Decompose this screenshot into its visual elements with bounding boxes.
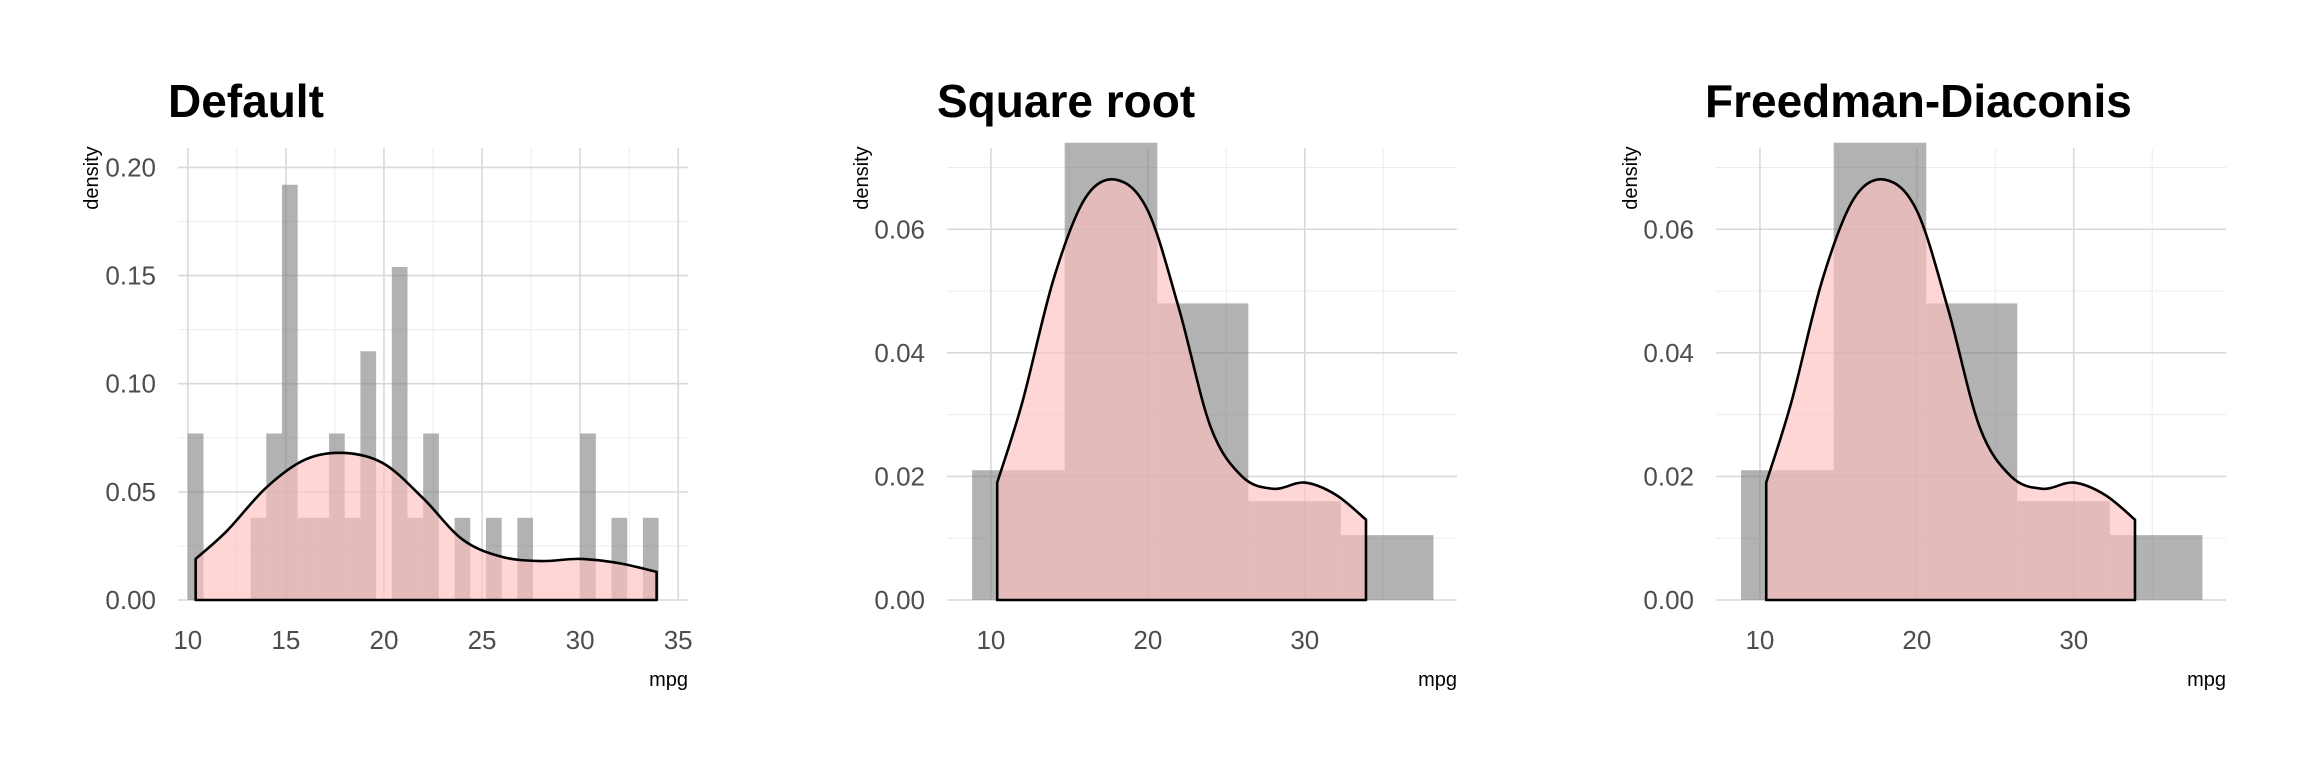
y-axis-label: density — [851, 146, 873, 209]
x-axis-label: mpg — [1418, 669, 1457, 691]
x-tick-label: 35 — [664, 625, 693, 655]
y-tick-label: 0.04 — [874, 338, 925, 368]
y-axis-label: density — [81, 146, 103, 209]
y-tick-label: 0.20 — [105, 152, 156, 182]
x-axis-ticks: 10 15 20 25 30 35 — [173, 625, 692, 655]
density-layer — [194, 451, 658, 602]
panel-title: Default — [168, 75, 324, 127]
panel-default: Default 0.00 0.05 0.10 0.15 0.20 10 15 20 25 30 3… — [81, 75, 693, 691]
density-curve — [194, 451, 658, 602]
y-tick-label: 0.05 — [105, 477, 156, 507]
x-tick-label: 15 — [271, 625, 300, 655]
x-tick-label: 20 — [1133, 625, 1162, 655]
y-axis-ticks: 0.00 0.02 0.04 0.06 — [1643, 214, 1694, 615]
x-tick-label: 10 — [976, 625, 1005, 655]
y-tick-label: 0.02 — [874, 461, 925, 491]
x-axis-ticks: 10 20 30 — [1745, 625, 2088, 655]
y-tick-label: 0.06 — [1643, 214, 1694, 244]
x-tick-label: 20 — [1902, 625, 1931, 655]
y-tick-label: 0.10 — [105, 369, 156, 399]
y-tick-label: 0.06 — [874, 214, 925, 244]
x-tick-label: 10 — [173, 625, 202, 655]
x-tick-label: 25 — [468, 625, 497, 655]
x-tick-label: 10 — [1745, 625, 1774, 655]
density-layer — [995, 178, 1368, 602]
y-tick-label: 0.00 — [874, 585, 925, 615]
panel-square-root: Square root 0.00 0.02 0.04 0.06 10 20 30 dens… — [851, 75, 1457, 691]
x-axis-label: mpg — [649, 669, 688, 691]
y-tick-label: 0.02 — [1643, 461, 1694, 491]
y-tick-label: 0.04 — [1643, 338, 1694, 368]
panel-title: Square root — [937, 75, 1195, 127]
y-axis-label: density — [1620, 146, 1642, 209]
x-axis-ticks: 10 20 30 — [976, 625, 1319, 655]
y-tick-label: 0.15 — [105, 261, 156, 291]
panel-title: Freedman-Diaconis — [1705, 75, 2132, 127]
density-area — [997, 179, 1366, 600]
x-tick-label: 30 — [1290, 625, 1319, 655]
y-axis-ticks: 0.00 0.05 0.10 0.15 0.20 — [105, 152, 156, 615]
y-axis-ticks: 0.00 0.02 0.04 0.06 — [874, 214, 925, 615]
density-layer — [1764, 178, 2137, 602]
y-tick-label: 0.00 — [105, 585, 156, 615]
x-tick-label: 30 — [2059, 625, 2088, 655]
density-area — [1766, 179, 2135, 600]
x-axis-label: mpg — [2187, 669, 2226, 691]
x-tick-label: 20 — [370, 625, 399, 655]
density-area — [195, 452, 657, 600]
x-tick-label: 30 — [566, 625, 595, 655]
panel-freedman-diaconis: Freedman-Diaconis 0.00 0.02 0.04 0.06 10 20 3… — [1620, 75, 2226, 691]
y-tick-label: 0.00 — [1643, 585, 1694, 615]
density-curve — [1764, 178, 2137, 602]
density-curve — [995, 178, 1368, 602]
